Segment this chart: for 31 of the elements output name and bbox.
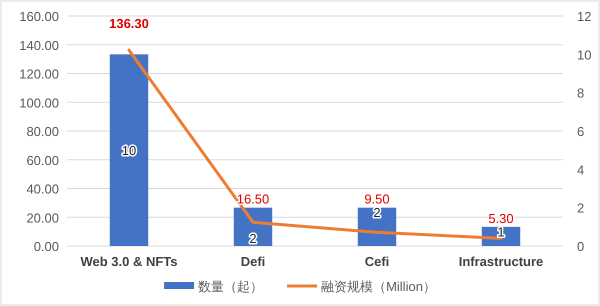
y2-tick-label: 12 (577, 9, 592, 24)
y2-tick-label: 2 (577, 200, 584, 216)
data-label: 16.50 (236, 192, 270, 207)
data-label: 2 (249, 231, 257, 246)
x-tick-label: Defi (240, 254, 266, 269)
y-tick-label: 60.00 (26, 152, 59, 168)
y-tick-label: 140.00 (19, 38, 59, 53)
y-tick-label: 160.00 (19, 9, 59, 24)
bar (110, 54, 148, 246)
y2-tick-label: 10 (577, 47, 592, 62)
data-label: 10 (122, 143, 136, 158)
y-tick-label: 20.00 (26, 210, 59, 226)
data-label: 9.50 (364, 192, 390, 207)
y2-tick-label: 0 (577, 239, 584, 254)
y-tick-label: 120.00 (19, 66, 59, 82)
y2-tick-label: 6 (577, 124, 584, 139)
y-tick-label: 0.00 (34, 239, 59, 254)
y-tick-label: 40.00 (26, 182, 59, 196)
y2-tick-label: 4 (577, 162, 584, 178)
x-tick-label: Web 3.0 & NFTs (80, 254, 178, 269)
x-tick-label: Cefi (364, 254, 390, 269)
y-tick-label: 80.00 (26, 124, 59, 139)
data-label: 136.30 (109, 16, 149, 32)
legend-label: 融资规模（Million） (321, 279, 436, 294)
data-label: 1 (497, 224, 505, 240)
data-label: 5.30 (488, 210, 514, 226)
y2-tick-label: 8 (577, 86, 584, 101)
data-label: 2 (373, 205, 381, 220)
x-tick-label: Infrastructure (458, 254, 544, 269)
legend-label: 数量（起） (198, 279, 264, 294)
y-tick-label: 100.00 (19, 95, 59, 110)
